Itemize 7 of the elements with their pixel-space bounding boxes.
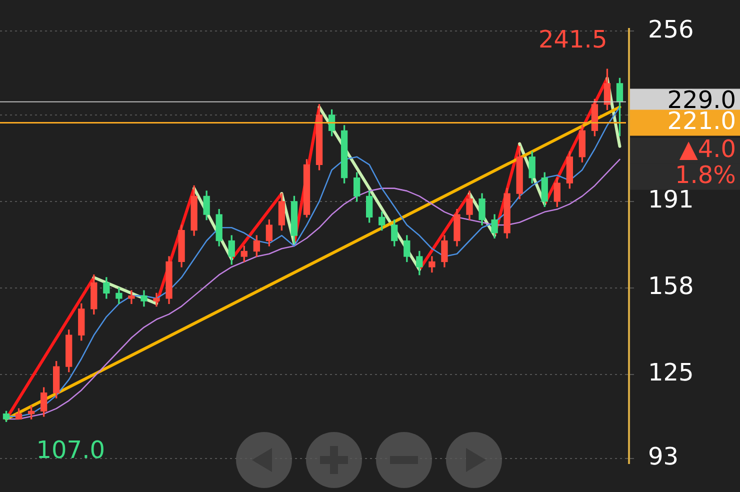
y-tick-label: 125 (648, 358, 694, 387)
y-tick-label: 158 (648, 272, 694, 300)
y-tick-label: 256 (648, 15, 694, 44)
y-tick-label: 93 (648, 442, 679, 471)
annotation: 107.0 (36, 436, 105, 464)
annotation: 241.5 (538, 25, 608, 54)
text: ▲4.0 (679, 135, 736, 164)
